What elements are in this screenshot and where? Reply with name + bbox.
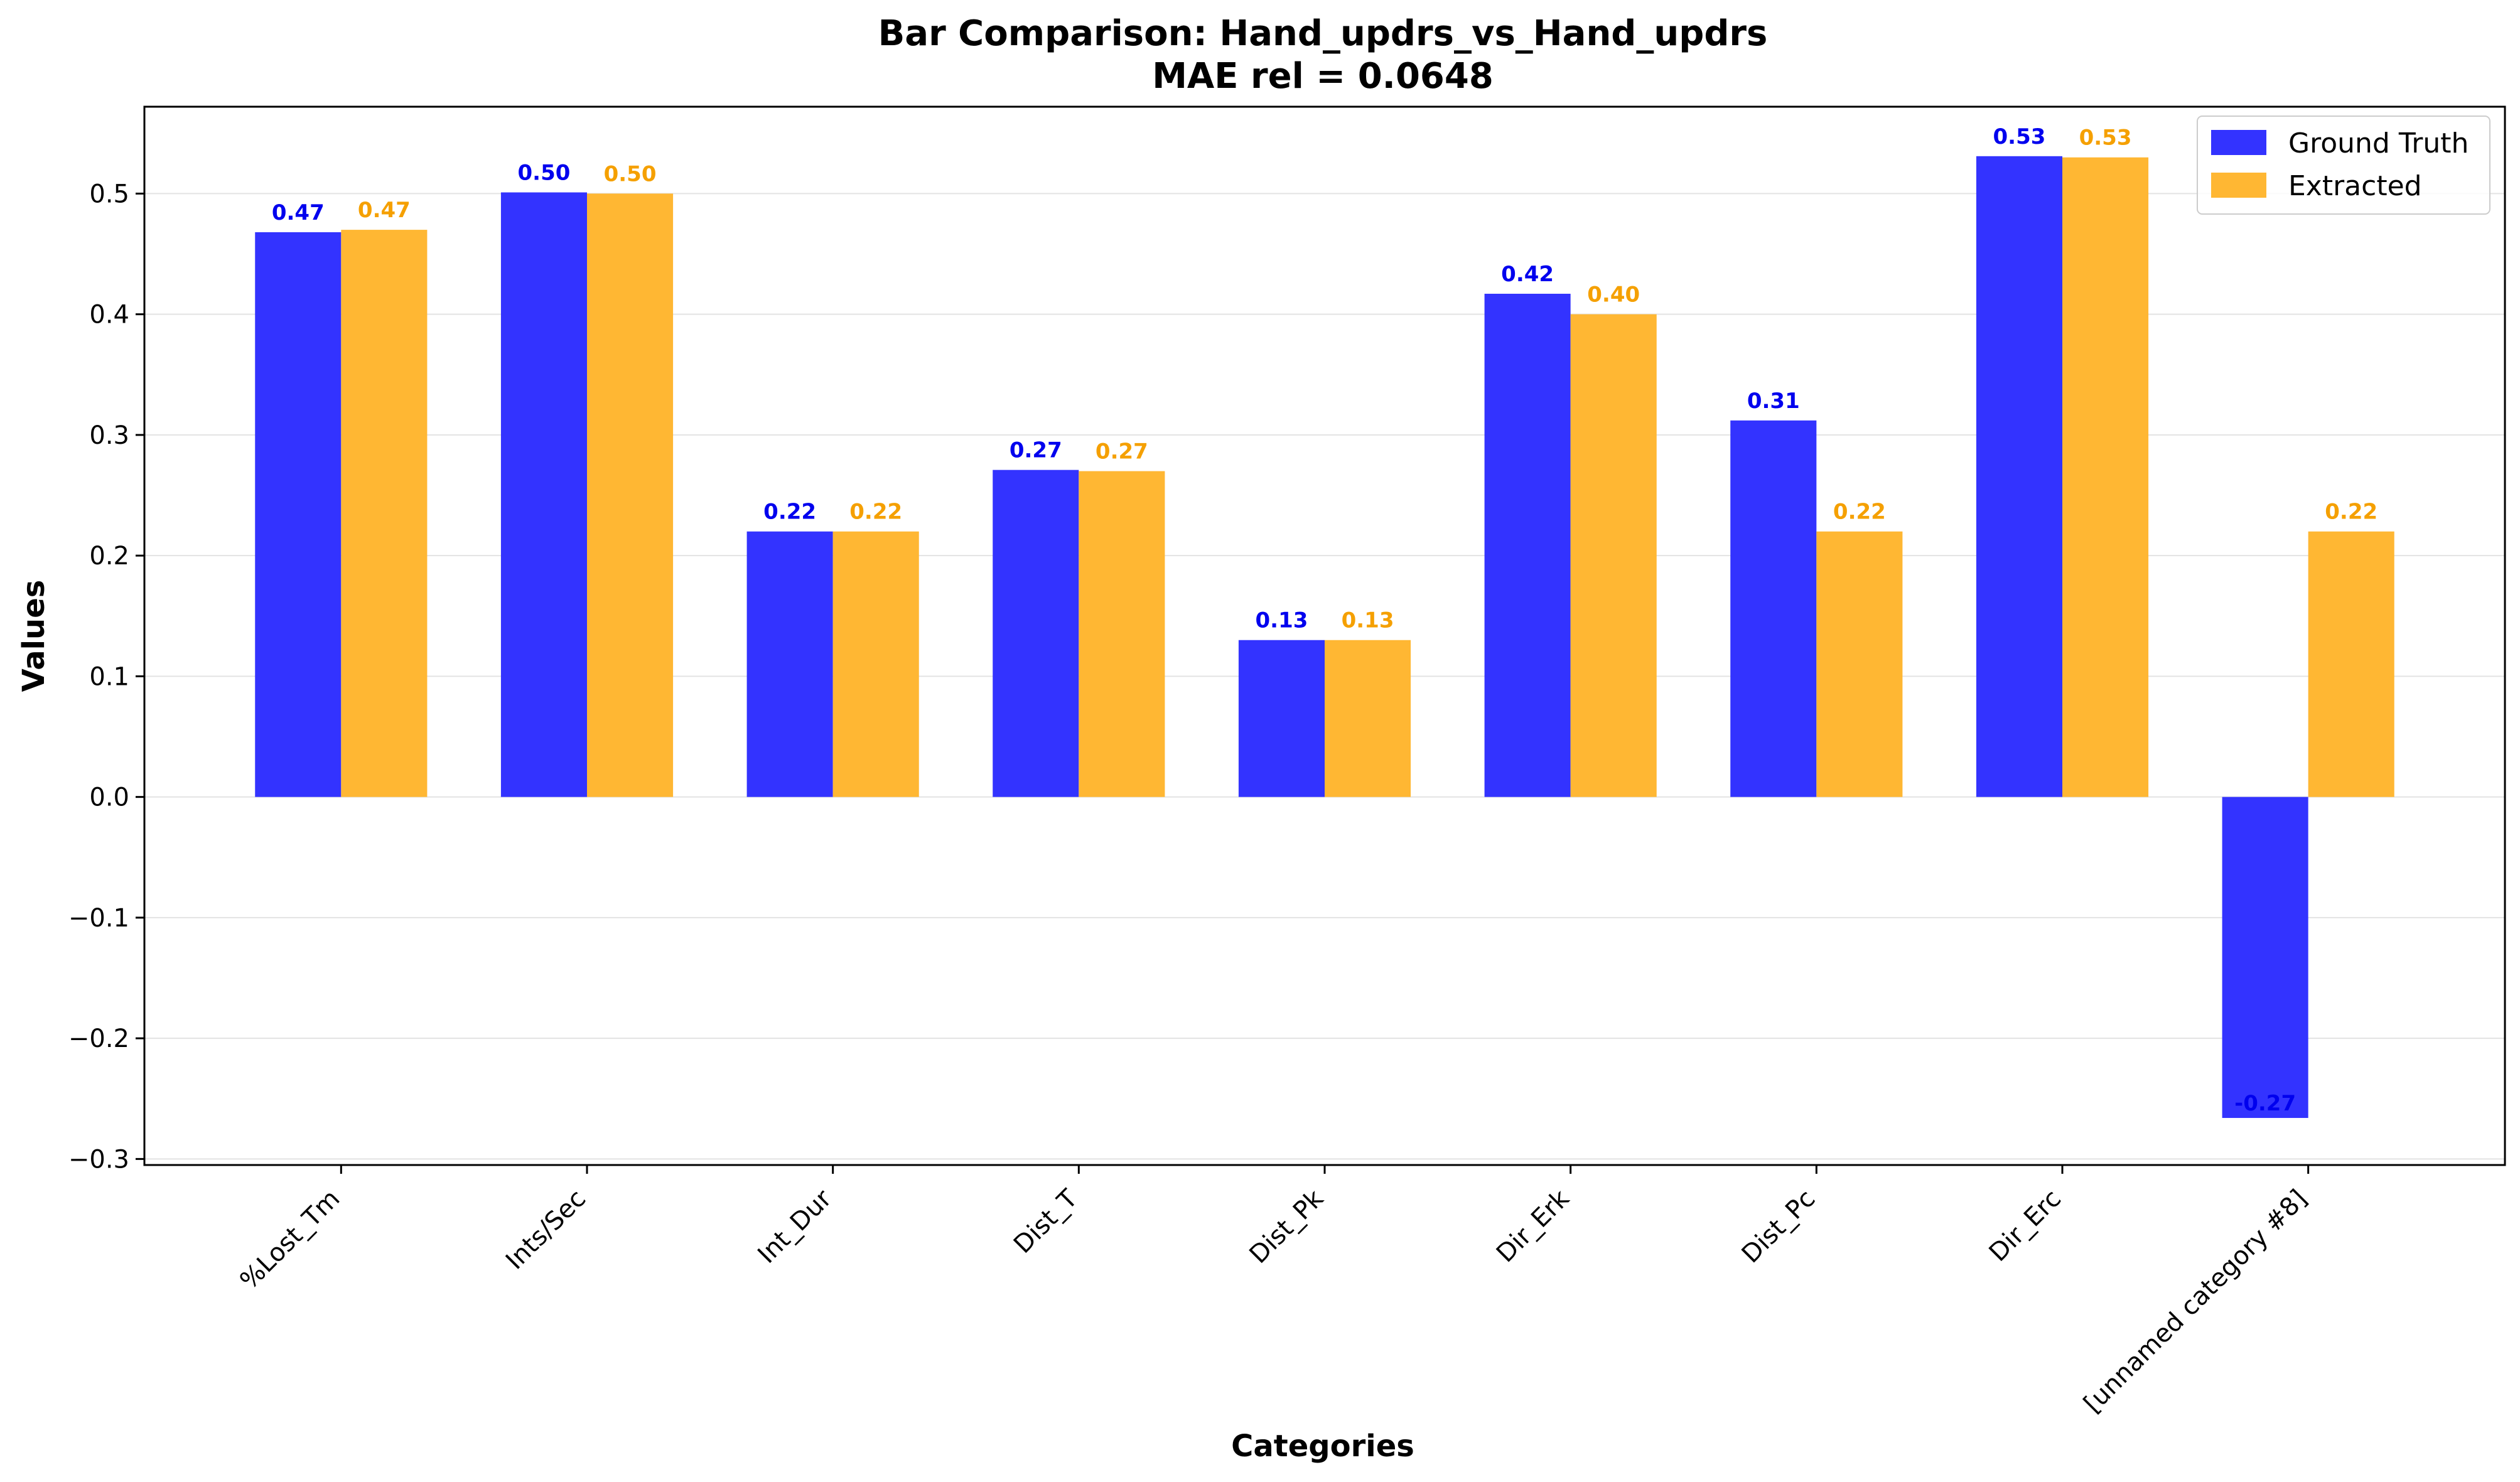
legend-entry: Ground Truth: [2288, 127, 2469, 159]
x-tick-label: %Lost_Tm: [235, 1184, 346, 1296]
ground-truth-bar: [1730, 420, 1817, 797]
x-axis: %Lost_Tm Ints/Sec Int_Dur Dist_T Dist_Pk Dir_…: [235, 1165, 2313, 1419]
x-tick-label: Int_Dur: [752, 1184, 837, 1269]
plot-frame: [143, 105, 2506, 1166]
x-tick-label: Dist_Pc: [1737, 1184, 1821, 1269]
legend-entry: Extracted: [2288, 170, 2422, 202]
x-tick-label: Dist_T: [1008, 1184, 1084, 1259]
y-tick-label: 0.2: [89, 542, 129, 571]
ground-truth-bar: [746, 531, 833, 797]
x-tick-label: Ints/Sec: [500, 1184, 591, 1275]
extracted-bar: [2062, 157, 2149, 797]
x-axis-label: Categories: [1231, 1429, 1414, 1464]
bars: [255, 156, 2394, 1119]
extracted-bar: [587, 193, 674, 797]
ground-truth-data-label: 0.53: [1993, 124, 2046, 149]
y-axis: −0.3 −0.2 −0.1 0.0 0.1 0.2 0.3 0.4 0.5: [68, 180, 144, 1174]
chart-title: Bar Comparison: Hand_updrs_vs_Hand_updrs: [878, 13, 1768, 54]
extracted-data-label: 0.22: [1833, 500, 1886, 525]
ground-truth-data-label: 0.31: [1747, 389, 1800, 414]
y-tick-label: −0.3: [68, 1145, 129, 1174]
extracted-data-label: 0.47: [358, 198, 411, 223]
y-axis-label: Values: [16, 580, 51, 692]
extracted-bar: [1816, 531, 1903, 797]
extracted-data-label: 0.50: [604, 161, 657, 186]
ground-truth-data-label: 0.27: [1010, 438, 1062, 463]
extracted-data-label: 0.40: [1587, 282, 1640, 308]
ground-truth-data-label: 0.22: [763, 500, 816, 525]
ground-truth-data-label: 0.47: [272, 200, 325, 225]
ground-truth-bar: [993, 470, 1079, 797]
ground-truth-data-label: 0.42: [1501, 262, 1554, 287]
ground-truth-bar: [1238, 640, 1325, 797]
extracted-data-label: 0.53: [2079, 126, 2132, 151]
legend-swatch: [2211, 173, 2266, 198]
extracted-bar: [832, 531, 919, 797]
ground-truth-bar: [2222, 797, 2308, 1119]
ground-truth-bar: [1976, 156, 2062, 797]
legend: Ground Truth Extracted: [2197, 115, 2490, 215]
y-tick-label: −0.2: [68, 1024, 129, 1053]
chart-subtitle: MAE rel = 0.0648: [1152, 56, 1494, 97]
extracted-bar: [341, 230, 428, 797]
ground-truth-bar: [255, 232, 342, 797]
y-tick-label: 0.1: [89, 662, 129, 691]
extracted-bar: [2308, 531, 2394, 797]
ground-truth-data-label: 0.13: [1256, 608, 1308, 633]
y-tick-label: 0.5: [89, 180, 129, 208]
y-tick-label: 0.0: [89, 783, 129, 812]
y-tick-label: 0.4: [89, 301, 129, 330]
x-tick-label: [unnamed category #8]: [2078, 1184, 2312, 1419]
x-tick-label: Dir_Erk: [1491, 1184, 1575, 1268]
legend-box: [2197, 115, 2490, 215]
x-tick-label: Dist_Pk: [1244, 1184, 1329, 1269]
ground-truth-bar: [500, 192, 587, 797]
extracted-data-label: 0.22: [2325, 500, 2377, 525]
extracted-bar: [1570, 314, 1657, 797]
y-tick-label: −0.1: [68, 904, 129, 933]
ground-truth-data-label: -0.27: [2234, 1091, 2296, 1116]
extracted-data-label: 0.13: [1342, 608, 1394, 633]
ground-truth-data-label: 0.50: [518, 160, 571, 185]
extracted-data-label: 0.22: [849, 500, 902, 525]
y-tick-label: 0.3: [89, 421, 129, 450]
ground-truth-bar: [1484, 293, 1571, 797]
legend-swatch: [2211, 130, 2266, 155]
extracted-data-label: 0.27: [1096, 439, 1148, 464]
data-labels: 0.47 0.47 0.50 0.50 0.22 0.22 0.27 0.27 0.13 0.13…: [272, 124, 2377, 1116]
x-tick-label: Dir_Erc: [1984, 1184, 2067, 1267]
extracted-bar: [1079, 471, 1165, 797]
extracted-bar: [1325, 640, 1411, 797]
